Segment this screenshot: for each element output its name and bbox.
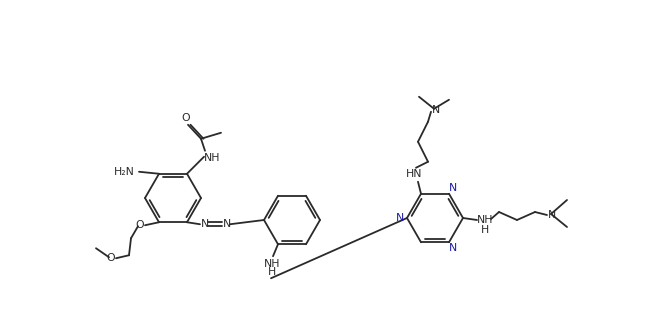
Text: N: N <box>548 210 556 220</box>
Text: HN: HN <box>405 169 422 179</box>
Text: N: N <box>223 219 231 229</box>
Text: O: O <box>182 113 190 123</box>
Text: N: N <box>448 243 457 253</box>
Text: N: N <box>396 213 404 223</box>
Text: H₂N: H₂N <box>114 167 134 177</box>
Text: NH: NH <box>264 259 281 269</box>
Text: NH: NH <box>204 153 220 163</box>
Text: H: H <box>481 225 489 235</box>
Text: N: N <box>432 105 440 115</box>
Text: O: O <box>136 220 144 230</box>
Text: N: N <box>448 183 457 193</box>
Text: H: H <box>268 267 276 277</box>
Text: N: N <box>201 219 209 229</box>
Text: NH: NH <box>477 215 493 225</box>
Text: O: O <box>107 253 116 263</box>
